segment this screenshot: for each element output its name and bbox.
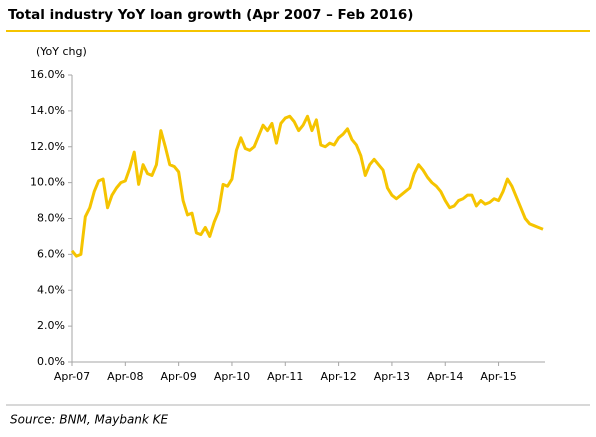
x-tick-label: Apr-08 <box>107 370 143 383</box>
x-tick-label: Apr-07 <box>54 370 90 383</box>
y-tick-label: 10.0% <box>30 176 65 189</box>
chart-title: Total industry YoY loan growth (Apr 2007… <box>8 7 413 23</box>
x-tick-label: Apr-13 <box>374 370 410 383</box>
y-axis-label: (YoY chg) <box>36 45 87 58</box>
x-tick-label: Apr-12 <box>320 370 356 383</box>
y-tick-label: 0.0% <box>37 355 65 368</box>
y-tick-label: 8.0% <box>37 212 65 225</box>
y-tick-label: 4.0% <box>37 283 65 296</box>
line-series <box>70 114 544 258</box>
x-tick-label: Apr-15 <box>480 370 516 383</box>
x-tick-label: Apr-09 <box>160 370 196 383</box>
source-note: Source: BNM, Maybank KE <box>10 413 169 427</box>
x-tick-label: Apr-14 <box>427 370 463 383</box>
y-tick-label: 2.0% <box>37 319 65 332</box>
y-tick-label: 6.0% <box>37 247 65 260</box>
y-tick-label: 12.0% <box>30 140 65 153</box>
x-tick-label: Apr-10 <box>214 370 250 383</box>
x-tick-label: Apr-11 <box>267 370 303 383</box>
y-tick-label: 16.0% <box>30 68 65 81</box>
y-tick-label: 14.0% <box>30 104 65 117</box>
